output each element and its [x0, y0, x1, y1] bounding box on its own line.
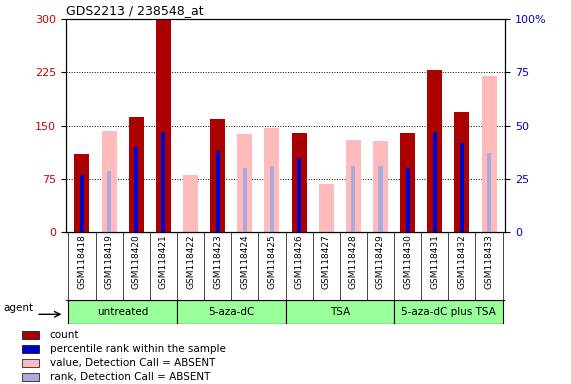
- Bar: [264, 128, 279, 232]
- Bar: [270, 166, 274, 232]
- Text: GDS2213 / 238548_at: GDS2213 / 238548_at: [66, 3, 203, 17]
- Bar: [433, 132, 437, 232]
- Bar: [373, 141, 388, 232]
- Text: GSM118426: GSM118426: [295, 234, 304, 289]
- Text: GSM118433: GSM118433: [485, 234, 493, 289]
- Bar: [427, 70, 442, 232]
- Bar: [183, 175, 198, 232]
- Text: agent: agent: [3, 303, 34, 313]
- Bar: [22, 331, 39, 339]
- Bar: [216, 151, 220, 232]
- Text: TSA: TSA: [329, 307, 350, 317]
- Text: GSM118428: GSM118428: [349, 234, 358, 289]
- Text: untreated: untreated: [97, 307, 148, 317]
- Text: GSM118427: GSM118427: [321, 234, 331, 289]
- Text: GSM118431: GSM118431: [431, 234, 439, 289]
- Bar: [400, 133, 415, 232]
- Bar: [69, 300, 177, 324]
- Bar: [129, 116, 144, 232]
- Bar: [286, 300, 394, 324]
- Bar: [319, 184, 333, 232]
- Text: GSM118424: GSM118424: [240, 234, 250, 289]
- Bar: [134, 147, 138, 232]
- Bar: [243, 169, 247, 232]
- Bar: [162, 132, 166, 232]
- Text: GSM118425: GSM118425: [267, 234, 276, 289]
- Bar: [460, 143, 464, 232]
- Bar: [107, 170, 111, 232]
- Text: count: count: [50, 330, 79, 340]
- Bar: [405, 169, 409, 232]
- Bar: [177, 300, 286, 324]
- Bar: [74, 154, 90, 232]
- Text: GSM118432: GSM118432: [457, 234, 467, 289]
- Bar: [481, 76, 497, 232]
- Text: value, Detection Call = ABSENT: value, Detection Call = ABSENT: [50, 358, 215, 368]
- Bar: [238, 134, 252, 232]
- Text: rank, Detection Call = ABSENT: rank, Detection Call = ABSENT: [50, 372, 210, 382]
- Bar: [487, 154, 491, 232]
- Bar: [22, 359, 39, 367]
- Text: GSM118421: GSM118421: [159, 234, 168, 289]
- Text: 5-aza-dC: 5-aza-dC: [208, 307, 255, 317]
- Text: 5-aza-dC plus TSA: 5-aza-dC plus TSA: [401, 307, 496, 317]
- Text: GSM118420: GSM118420: [132, 234, 140, 289]
- Text: GSM118423: GSM118423: [213, 234, 222, 289]
- Bar: [379, 166, 383, 232]
- Bar: [80, 175, 84, 232]
- Bar: [156, 19, 171, 232]
- Bar: [292, 133, 307, 232]
- Bar: [346, 140, 361, 232]
- Bar: [210, 119, 225, 232]
- Bar: [102, 131, 116, 232]
- Bar: [455, 112, 469, 232]
- Text: GSM118418: GSM118418: [78, 234, 86, 289]
- Text: GSM118429: GSM118429: [376, 234, 385, 289]
- Bar: [22, 345, 39, 353]
- Bar: [394, 300, 502, 324]
- Text: GSM118430: GSM118430: [403, 234, 412, 289]
- Text: GSM118419: GSM118419: [104, 234, 114, 289]
- Text: GSM118422: GSM118422: [186, 234, 195, 289]
- Text: percentile rank within the sample: percentile rank within the sample: [50, 344, 226, 354]
- Bar: [297, 158, 301, 232]
- Bar: [351, 166, 355, 232]
- Bar: [22, 373, 39, 381]
